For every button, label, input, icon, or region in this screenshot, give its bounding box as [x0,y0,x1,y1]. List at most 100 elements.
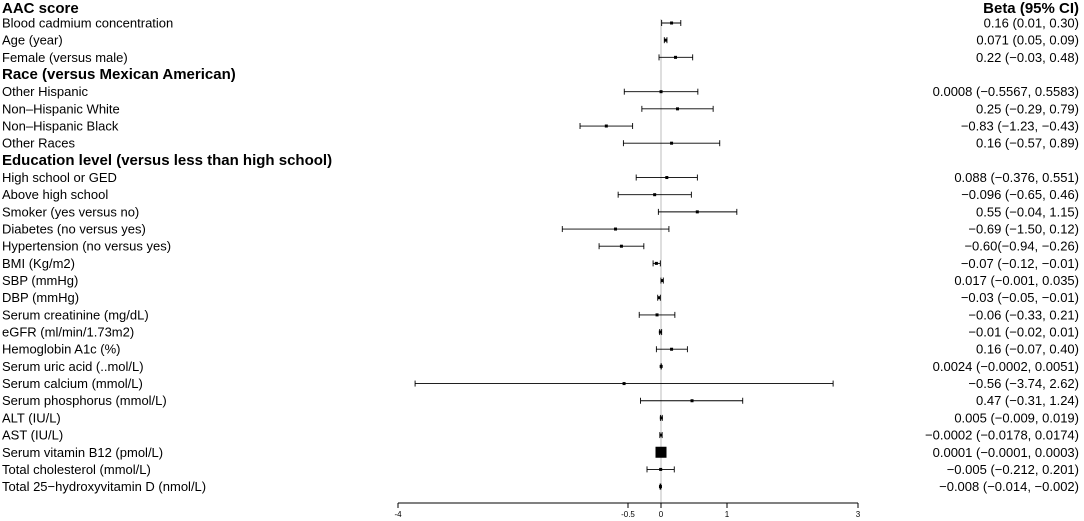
point-estimate [670,347,674,351]
row-label: AST (IU/L) [2,428,63,443]
point-estimate [690,399,694,403]
estimate-mark [661,20,682,26]
row-label: SBP (mmHg) [2,273,78,288]
right-column-header: Beta (95% CI) [983,0,1079,17]
beta-ci-value: 0.0024 (−0.0002, 0.0051) [933,359,1079,374]
row-label: Serum calcium (mmol/L) [2,376,143,391]
x-tick-label: 1 [725,510,730,519]
point-estimate [659,416,663,420]
beta-ci-value: 0.017 (−0.001, 0.035) [954,273,1079,288]
row-label: Total cholesterol (mmol/L) [2,462,151,477]
row-label: Above high school [2,187,108,202]
point-estimate [659,467,663,471]
point-estimate [670,141,674,145]
beta-ci-value: 0.005 (−0.009, 0.019) [954,410,1079,425]
point-estimate [655,446,667,458]
x-tick-label: 0 [659,510,664,519]
estimate-mark [579,123,634,130]
beta-ci-value: 0.16 (−0.07, 0.40) [976,342,1079,357]
beta-ci-value: 0.22 (−0.03, 0.48) [976,50,1079,65]
row-label: Non–Hispanic Black [2,119,119,134]
estimate-mark [659,363,663,370]
estimate-mark [622,140,721,147]
estimate-mark [659,414,663,421]
beta-ci-value: −0.0002 (−0.0178, 0.0174) [925,428,1079,443]
row-label: Total 25−hydroxyvitamin D (nmol/L) [2,479,206,494]
estimate-mark [660,277,664,284]
row-label: Other Hispanic [2,84,88,99]
point-estimate [659,364,663,368]
point-estimate [664,38,668,42]
beta-ci-value: 0.088 (−0.376, 0.551) [954,170,1079,185]
beta-ci-value: 0.0008 (−0.5567, 0.5583) [933,84,1079,99]
beta-ci-value: 0.16 (−0.57, 0.89) [976,136,1079,151]
row-label: Blood cadmium concentration [2,16,173,31]
estimate-mark [663,37,668,44]
estimate-mark [657,208,738,215]
beta-ci-value: −0.096 (−0.65, 0.46) [961,187,1079,202]
estimate-mark [598,243,645,250]
point-estimate [622,382,626,386]
row-label: Hypertension (no versus yes) [2,239,171,254]
beta-ci-value: 0.0001 (−0.0001, 0.0003) [933,445,1079,460]
row-label: BMI (Kg/m2) [2,256,75,271]
row-label: Diabetes (no versus yes) [2,222,146,237]
beta-ci-value: −0.83 (−1.23, −0.43) [961,119,1079,134]
estimate-mark [617,191,692,198]
beta-ci-value: 0.25 (−0.29, 0.79) [976,101,1079,116]
x-tick-label: -4 [394,510,402,519]
estimate-mark [652,260,661,267]
beta-ci-value: −0.56 (−3.74, 2.62) [968,376,1079,391]
point-estimate [604,124,608,128]
point-estimate [665,176,669,180]
row-label: ALT (IU/L) [2,410,61,425]
beta-ci-value: 0.16 (0.01, 0.30) [984,16,1079,31]
row-label: Serum phosphorus (mmol/L) [2,393,167,408]
row-label: Serum uric acid (..mol/L) [2,359,144,374]
estimate-mark [623,88,699,95]
estimate-mark [659,432,663,439]
row-label: DBP (mmHg) [2,290,79,305]
beta-ci-value: −0.01 (−0.02, 0.01) [968,325,1079,340]
row-label: Hemoglobin A1c (%) [2,342,121,357]
point-estimate [659,90,663,94]
point-estimate [619,244,623,248]
point-estimate [658,485,662,489]
point-estimate [653,193,657,197]
point-estimate [658,330,662,334]
estimate-mark [658,483,662,490]
row-label: Smoker (yes versus no) [2,204,139,219]
point-estimate [674,55,678,59]
estimate-mark [635,174,698,181]
beta-ci-value: −0.06 (−0.33, 0.21) [968,307,1079,322]
estimate-mark [657,294,661,301]
point-estimate [659,433,663,437]
estimate-mark [646,466,675,473]
beta-ci-value: −0.03 (−0.05, −0.01) [961,290,1079,305]
estimate-mark [658,329,663,336]
row-label: Non–Hispanic White [2,101,120,116]
estimate-mark [561,226,670,233]
beta-ci-value: −0.005 (−0.212, 0.201) [947,462,1079,477]
point-estimate [676,107,679,111]
row-label: Serum creatinine (mg/dL) [2,307,149,322]
row-label: Female (versus male) [2,50,128,65]
beta-ci-value: −0.07 (−0.12, −0.01) [961,256,1079,271]
beta-ci-value: −0.60(−0.94, −0.26) [964,239,1079,254]
point-estimate [654,261,658,265]
row-label: eGFR (ml/min/1.73m2) [2,325,134,340]
point-estimate [670,21,674,25]
estimate-mark [641,105,714,112]
point-estimate [660,279,664,283]
estimate-mark [655,446,667,458]
row-label: High school or GED [2,170,117,185]
estimate-mark [658,54,694,61]
point-estimate [657,296,661,300]
beta-ci-value: −0.69 (−1.50, 0.12) [968,222,1079,237]
row-label: Other Races [2,136,75,151]
estimate-mark [414,380,834,387]
beta-ci-value: 0.47 (−0.31, 1.24) [976,393,1079,408]
estimate-mark [640,397,744,404]
beta-ci-value: 0.071 (0.05, 0.09) [976,33,1079,48]
group-header: Race (versus Mexican American) [2,66,236,83]
